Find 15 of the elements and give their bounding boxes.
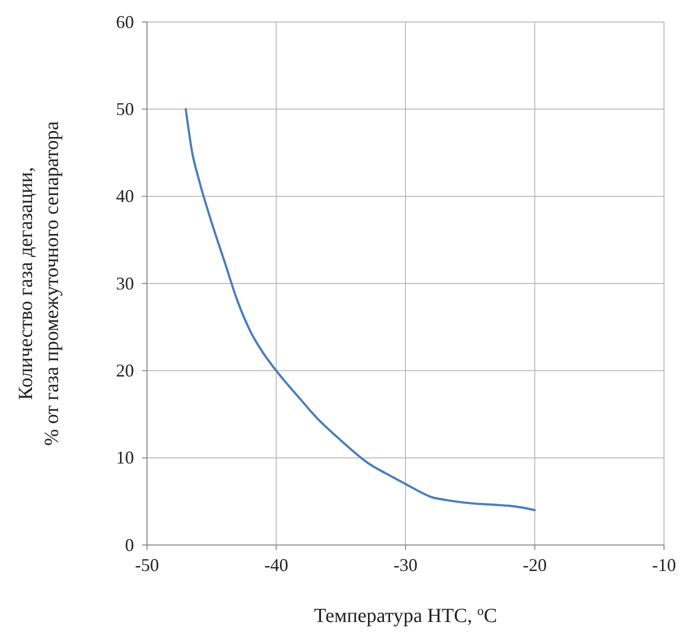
y-tick-label: 10 <box>116 448 134 468</box>
y-tick-label: 40 <box>116 186 134 206</box>
x-tick-label: -30 <box>394 554 418 575</box>
y-axis-title: Количество газа дегазации, % от газа промежуточного сепаратора <box>15 121 63 446</box>
x-tick-label: -40 <box>264 554 288 575</box>
y-tick-label: 50 <box>116 98 134 119</box>
y-tick-label: 30 <box>116 273 134 294</box>
x-axis-title: Температура НТС, $^{o}$С <box>314 602 498 627</box>
y-tick-label: 20 <box>116 360 134 380</box>
line-series <box>184 108 536 512</box>
y-tick-label: 60 <box>116 12 134 32</box>
y-tick-label: 0 <box>125 534 134 555</box>
x-tick-label: -20 <box>522 554 547 575</box>
x-tick-label: -10 <box>652 554 676 575</box>
x-tick-label: -50 <box>135 554 159 575</box>
